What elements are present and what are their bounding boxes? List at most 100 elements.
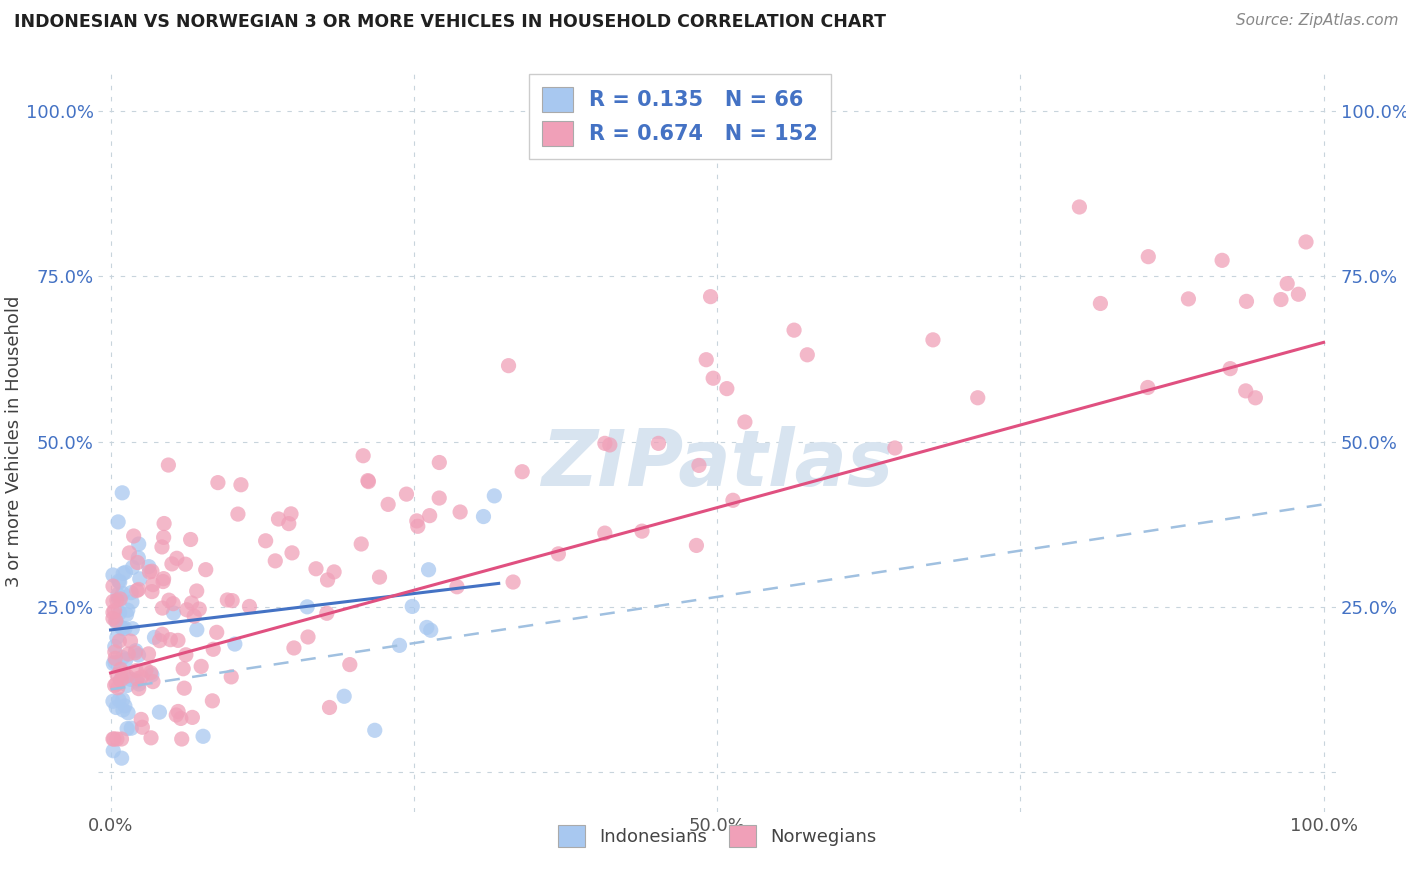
- Point: [339, 657, 361, 672]
- Point: [966, 391, 988, 405]
- Point: [139, 665, 162, 680]
- Point: [104, 655, 127, 669]
- Point: [128, 648, 150, 662]
- Point: [449, 505, 471, 519]
- Point: [357, 475, 380, 489]
- Point: [118, 546, 141, 560]
- Point: [1236, 294, 1258, 309]
- Point: [716, 382, 738, 396]
- Point: [157, 593, 180, 607]
- Point: [238, 599, 260, 614]
- Point: [159, 632, 181, 647]
- Point: [114, 653, 136, 667]
- Point: [186, 623, 208, 637]
- Point: [148, 633, 170, 648]
- Point: [395, 487, 418, 501]
- Point: [117, 706, 139, 720]
- Point: [190, 659, 212, 673]
- Point: [202, 642, 225, 657]
- Point: [207, 475, 229, 490]
- Point: [502, 574, 524, 589]
- Point: [120, 673, 142, 687]
- Point: [180, 596, 202, 610]
- Point: [150, 540, 173, 554]
- Point: [114, 622, 136, 636]
- Point: [219, 670, 242, 684]
- Point: [127, 672, 149, 686]
- Point: [150, 601, 173, 615]
- Point: [111, 751, 134, 765]
- Point: [364, 723, 387, 738]
- Point: [108, 575, 131, 590]
- Point: [108, 592, 131, 607]
- Point: [427, 455, 450, 469]
- Point: [141, 584, 163, 599]
- Point: [295, 599, 318, 614]
- Point: [201, 694, 224, 708]
- Point: [105, 731, 128, 746]
- Point: [796, 348, 818, 362]
- Point: [108, 634, 131, 648]
- Point: [142, 577, 165, 591]
- Point: [401, 599, 423, 614]
- Point: [139, 731, 162, 745]
- Point: [127, 556, 149, 570]
- Point: [121, 595, 143, 609]
- Point: [484, 489, 506, 503]
- Point: [108, 606, 131, 620]
- Point: [143, 631, 166, 645]
- Point: [101, 731, 124, 746]
- Point: [120, 634, 142, 648]
- Point: [128, 582, 150, 597]
- Point: [131, 720, 153, 734]
- Point: [117, 603, 139, 617]
- Point: [110, 673, 132, 687]
- Point: [166, 551, 188, 566]
- Point: [315, 607, 337, 621]
- Point: [267, 512, 290, 526]
- Point: [108, 693, 131, 707]
- Point: [157, 458, 180, 472]
- Point: [688, 458, 710, 473]
- Point: [281, 546, 304, 560]
- Point: [138, 647, 160, 661]
- Point: [427, 491, 450, 505]
- Point: [121, 622, 143, 636]
- Point: [111, 586, 134, 600]
- Point: [446, 580, 468, 594]
- Point: [103, 604, 125, 618]
- Point: [129, 713, 152, 727]
- Point: [162, 597, 184, 611]
- Point: [418, 563, 440, 577]
- Point: [1136, 380, 1159, 394]
- Point: [103, 657, 125, 671]
- Point: [783, 323, 806, 337]
- Point: [377, 497, 399, 511]
- Point: [368, 570, 391, 584]
- Point: [103, 731, 125, 746]
- Point: [124, 646, 146, 660]
- Point: [229, 477, 252, 491]
- Point: [105, 700, 128, 714]
- Point: [125, 673, 148, 688]
- Point: [1137, 250, 1160, 264]
- Point: [125, 664, 148, 678]
- Point: [107, 681, 129, 695]
- Point: [111, 622, 134, 636]
- Point: [110, 662, 132, 676]
- Point: [186, 584, 208, 599]
- Point: [128, 537, 150, 551]
- Point: [405, 514, 427, 528]
- Point: [1234, 384, 1257, 398]
- Point: [183, 609, 205, 624]
- Point: [152, 572, 174, 586]
- Point: [205, 625, 228, 640]
- Point: [217, 593, 239, 607]
- Point: [721, 493, 744, 508]
- Point: [101, 694, 124, 708]
- Point: [1177, 292, 1199, 306]
- Point: [104, 614, 127, 628]
- Point: [105, 668, 128, 682]
- Point: [115, 722, 138, 736]
- Point: [117, 647, 139, 661]
